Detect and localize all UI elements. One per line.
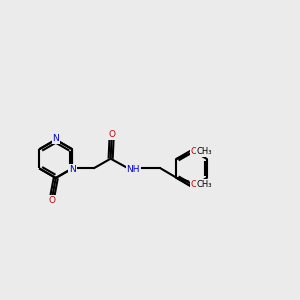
- Text: O: O: [191, 179, 198, 188]
- Text: N: N: [69, 165, 76, 174]
- Text: CH₃: CH₃: [196, 147, 212, 156]
- Text: CH₃: CH₃: [196, 179, 212, 188]
- Text: O: O: [49, 196, 56, 205]
- Text: O: O: [109, 130, 116, 139]
- Text: NH: NH: [127, 165, 140, 174]
- Text: O: O: [191, 147, 198, 156]
- Text: N: N: [52, 134, 59, 143]
